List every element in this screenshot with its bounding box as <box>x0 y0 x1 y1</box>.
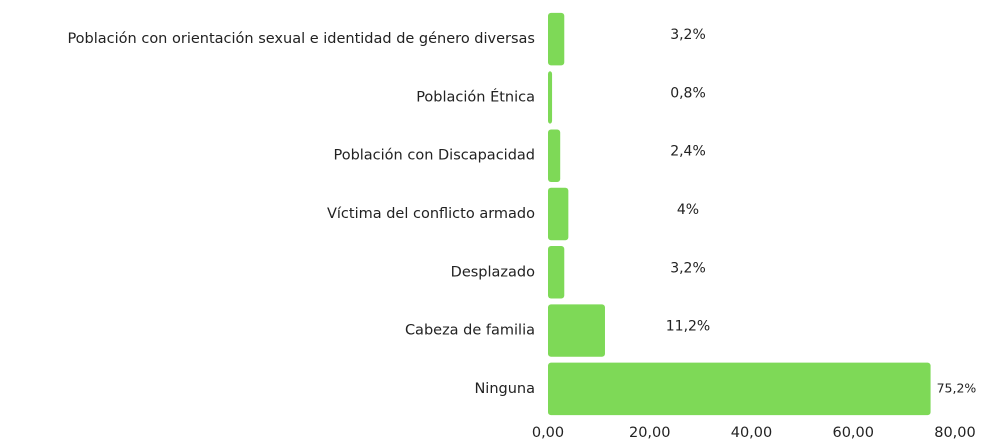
bar <box>548 187 569 241</box>
bar <box>548 304 605 357</box>
bar <box>548 71 553 124</box>
category-label: Desplazado <box>451 264 535 280</box>
value-label: 75,2% <box>937 380 977 395</box>
category-label: Población con orientación sexual e ident… <box>67 31 535 47</box>
value-label: 3,2% <box>670 260 706 276</box>
value-label: 4% <box>677 202 699 218</box>
category-label: Cabeza de familia <box>405 323 535 339</box>
x-tick-label: 80,00 <box>934 425 976 441</box>
bar <box>548 246 565 299</box>
x-tick-label: 0,00 <box>532 425 564 441</box>
category-label: Población Étnica <box>416 88 535 105</box>
category-label: Ninguna <box>474 381 535 397</box>
value-label: 11,2% <box>666 319 710 335</box>
bar <box>548 129 561 182</box>
value-label: 3,2% <box>670 27 706 43</box>
bar <box>548 12 565 66</box>
x-tick-label: 60,00 <box>832 425 874 441</box>
category-label: Población con Discapacidad <box>333 148 535 164</box>
x-tick-label: 40,00 <box>731 425 773 441</box>
value-label: 2,4% <box>670 144 706 160</box>
x-tick-label: 20,00 <box>629 425 671 441</box>
category-label: Víctima del conflicto armado <box>327 206 535 222</box>
bar <box>548 362 931 416</box>
value-label: 0,8% <box>670 85 706 101</box>
